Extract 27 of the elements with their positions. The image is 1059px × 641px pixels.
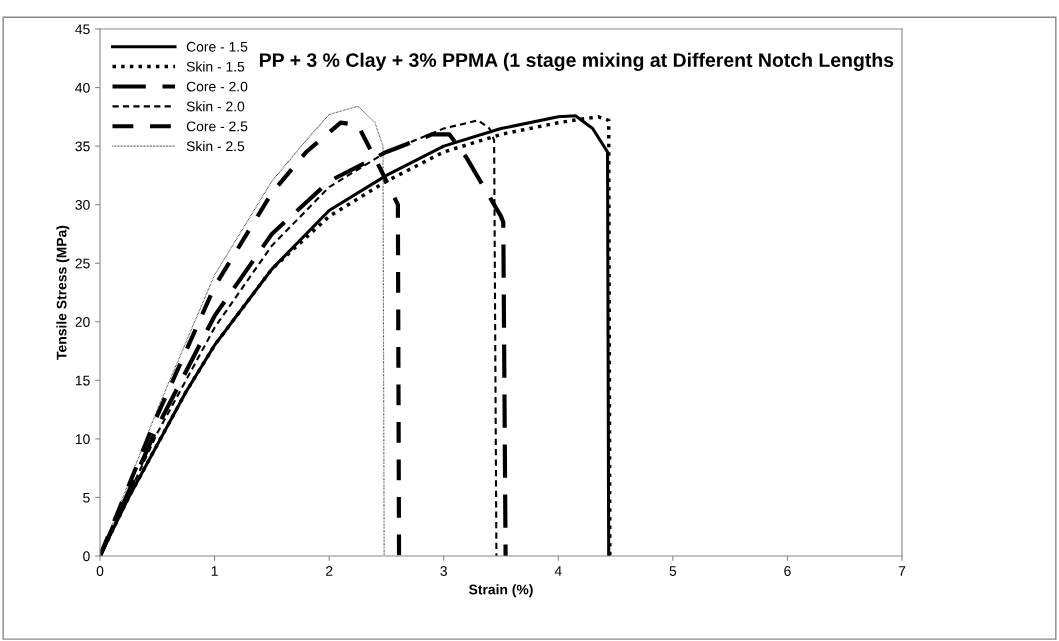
y-tick-label: 30 bbox=[75, 200, 90, 210]
y-tick-label: 15 bbox=[75, 375, 90, 386]
legend-label: Skin - 2.0 bbox=[186, 101, 245, 112]
y-tick-label: 10 bbox=[75, 434, 90, 445]
y-tick-label: 20 bbox=[75, 317, 90, 327]
legend-label: Skin - 1.5 bbox=[186, 61, 245, 72]
y-tick-label: 0 bbox=[83, 551, 90, 562]
y-tick-label: 45 bbox=[75, 24, 90, 35]
legend-label: Skin - 2.5 bbox=[186, 140, 245, 152]
x-tick-label: 6 bbox=[784, 566, 791, 576]
x-tick-label: 1 bbox=[211, 566, 218, 576]
legend-label: Core - 2.5 bbox=[186, 121, 248, 132]
x-tick-label: 0 bbox=[96, 566, 104, 576]
y-tick-label: 5 bbox=[83, 492, 90, 503]
x-tick-label: 3 bbox=[440, 566, 447, 576]
legend-label: Core - 1.5 bbox=[186, 41, 248, 52]
y-axis-title: Tensile Stress (MPa) bbox=[56, 225, 70, 360]
y-tick-label: 40 bbox=[75, 82, 90, 93]
legend-label: Core - 2.0 bbox=[186, 81, 248, 92]
y-tick-label: 35 bbox=[75, 141, 90, 152]
x-tick-label: 4 bbox=[554, 566, 562, 576]
x-tick-label: 5 bbox=[669, 566, 677, 576]
y-tick-label: 25 bbox=[75, 258, 90, 269]
x-tick-label: 2 bbox=[325, 566, 333, 576]
text: PP + 3 % Clay + 3% PPMA (1 stage mixing at Different Notch Lengths bbox=[259, 52, 894, 71]
x-tick-label: 7 bbox=[898, 566, 906, 576]
x-axis-title: Strain (%) bbox=[468, 584, 533, 598]
